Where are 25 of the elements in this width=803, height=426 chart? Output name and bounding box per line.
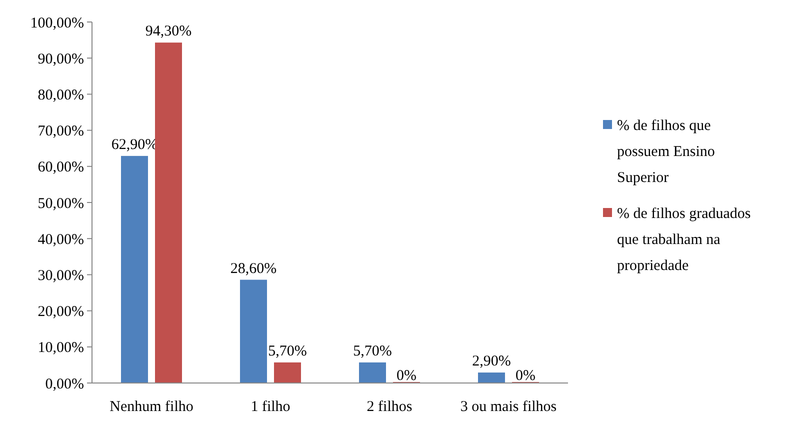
- y-tick-label: 10,00%: [38, 340, 84, 356]
- y-tick-label: 90,00%: [38, 51, 84, 68]
- x-tick-label: Nenhum filho: [110, 399, 194, 415]
- y-tick-label: 70,00%: [38, 124, 84, 140]
- y-tick-label: 0,00%: [45, 376, 84, 392]
- x-tick-label: 3 ou mais filhos: [460, 399, 557, 415]
- y-tick-label: 30,00%: [38, 268, 84, 284]
- legend-label: % de filhos graduados que trabalham na propriedade: [617, 206, 751, 274]
- y-tick-label: 60,00%: [38, 160, 84, 176]
- data-label: 2,90%: [472, 354, 511, 370]
- data-label: 62,90%: [111, 136, 158, 153]
- data-label: 0%: [396, 368, 416, 384]
- data-label: 5,70%: [268, 343, 307, 360]
- x-tick-label: 1 filho: [250, 399, 290, 415]
- y-tick-label: 20,00%: [38, 304, 84, 320]
- x-tick-label: 2 filhos: [366, 399, 412, 415]
- y-tick-label: 50,00%: [38, 196, 84, 212]
- y-tick-label: 40,00%: [38, 232, 84, 248]
- data-label: 28,60%: [230, 260, 277, 277]
- data-label: 94,30%: [145, 24, 192, 40]
- y-tick-label: 100,00%: [30, 15, 84, 32]
- data-label: 5,70%: [353, 343, 392, 360]
- data-label: 0%: [516, 368, 536, 384]
- legend-label: % de filhos que possuem Ensino Superior: [617, 118, 715, 186]
- y-tick-label: 80,00%: [38, 87, 84, 104]
